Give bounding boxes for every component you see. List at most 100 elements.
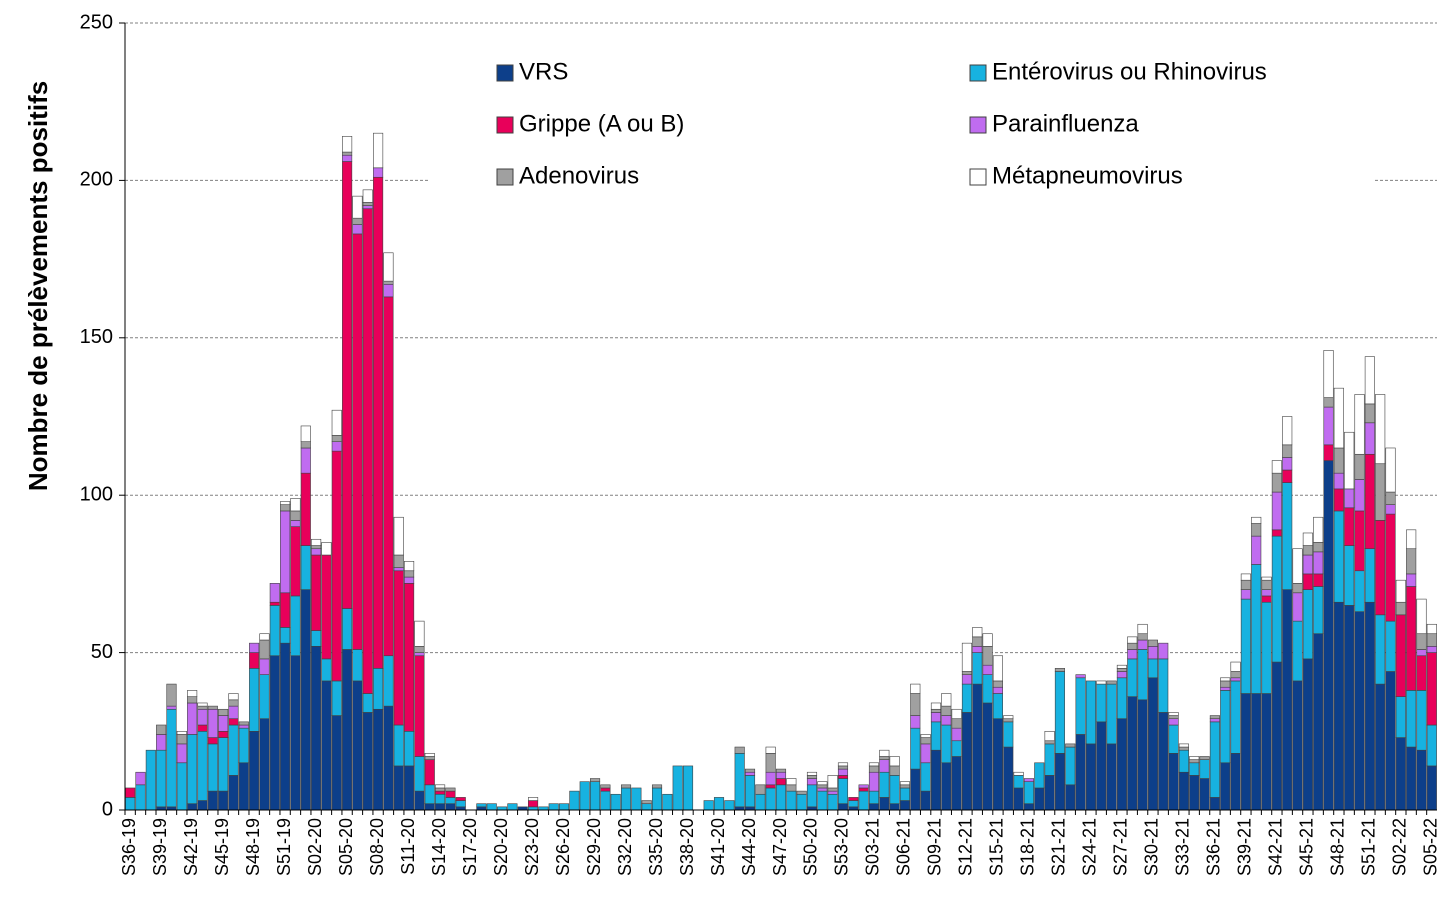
bar-segment — [817, 790, 828, 811]
x-tick-label: S27-21 — [1111, 818, 1131, 876]
bar-segment — [992, 680, 1003, 688]
bar-segment — [755, 784, 766, 795]
bar-segment — [724, 800, 735, 811]
bar-segment — [827, 775, 838, 789]
bar-segment — [713, 797, 725, 811]
bar-segment — [1044, 775, 1055, 811]
bar-segment — [951, 756, 962, 811]
legend-label: Entérovirus ou Rhinovirus — [992, 58, 1267, 85]
bar-segment — [280, 592, 291, 628]
bar-segment — [641, 800, 652, 805]
x-tick-label: S51-19 — [274, 818, 294, 876]
bar-segment — [455, 800, 466, 808]
bar-segment — [1199, 778, 1210, 811]
bar-segment — [1375, 683, 1386, 811]
bar-segment — [1054, 668, 1065, 672]
legend-label: Adenovirus — [519, 162, 639, 189]
bar-segment — [1168, 753, 1179, 811]
bar-segment — [972, 646, 983, 653]
bar-segment — [951, 718, 962, 729]
bar-segment — [1416, 655, 1427, 691]
bar-segment — [311, 545, 322, 550]
bar-segment — [1385, 671, 1396, 811]
bar-segment — [362, 202, 373, 206]
x-tick-label: S21-21 — [1049, 818, 1069, 876]
bar-segment — [218, 737, 229, 792]
bar-segment — [383, 296, 394, 657]
x-tick-label: S17-20 — [460, 818, 480, 876]
x-tick-label: S08-20 — [367, 818, 387, 876]
x-tick-label: S18-21 — [1018, 818, 1038, 876]
bar-segment — [1271, 661, 1282, 811]
bar-segment — [589, 781, 601, 811]
x-tick-label: S48-19 — [243, 818, 263, 876]
bar-segment — [218, 790, 229, 811]
bar-segment — [331, 680, 342, 716]
bar-segment — [1271, 529, 1282, 537]
bar-segment — [868, 790, 880, 805]
bar-segment — [1147, 658, 1158, 679]
bar-segment — [1395, 696, 1406, 738]
bar-segment — [342, 161, 353, 609]
bar-segment — [941, 724, 952, 764]
bar-segment — [920, 734, 931, 738]
bar-segment — [383, 655, 394, 707]
x-tick-label: S09-21 — [925, 818, 945, 876]
bar-segment — [404, 561, 415, 572]
bar-segment — [228, 699, 239, 707]
bar-segment — [269, 605, 280, 657]
bar-segment — [197, 800, 208, 811]
bar-segment — [1240, 579, 1251, 590]
bar-segment — [992, 686, 1003, 694]
bar-segment — [806, 778, 818, 786]
bar-segment — [879, 749, 890, 757]
bar-segment — [837, 778, 849, 805]
bar-segment — [1406, 573, 1417, 587]
bar-segment — [424, 803, 435, 811]
x-tick-label: S39-21 — [1235, 818, 1255, 876]
bar-segment — [982, 664, 993, 675]
bar-segment — [259, 633, 270, 641]
bar-segment — [972, 636, 983, 647]
bar-segment — [331, 715, 342, 811]
bar-segment — [1137, 633, 1148, 641]
bar-segment — [207, 705, 218, 710]
bar-segment — [1116, 677, 1127, 720]
bar-segment — [1313, 586, 1324, 635]
bar-segment — [1261, 693, 1272, 811]
bar-segment — [1261, 589, 1272, 597]
bar-segment — [300, 425, 311, 442]
y-tick-label: 100 — [80, 483, 113, 505]
bar-segment — [889, 765, 900, 776]
x-tick-label: S24-21 — [1080, 818, 1100, 876]
bar-segment — [837, 762, 849, 767]
bar-segment — [703, 800, 714, 811]
x-tick-label: S42-21 — [1266, 818, 1286, 876]
bar-segment — [951, 740, 962, 757]
bar-segment — [620, 784, 632, 789]
bar-segment — [197, 705, 208, 710]
y-tick-label: 0 — [102, 798, 113, 820]
bar-segment — [166, 705, 177, 710]
bar-segment — [280, 504, 291, 512]
bar-segment — [569, 790, 580, 811]
bar-segment — [321, 658, 332, 682]
bar-segment — [775, 768, 787, 773]
bar-segment — [1085, 743, 1096, 811]
bar-segment — [311, 646, 322, 811]
x-tick-label: S06-21 — [894, 818, 914, 876]
bar-segment — [951, 708, 962, 720]
bar-segment — [1406, 529, 1417, 550]
bar-segment — [1395, 737, 1406, 811]
bar-segment — [393, 570, 404, 726]
bar-segment — [992, 655, 1003, 682]
legend-swatch — [496, 116, 514, 134]
bar-segment — [135, 784, 146, 811]
bar-segment — [930, 702, 942, 710]
bar-segment — [383, 280, 394, 285]
bar-segment — [589, 778, 601, 782]
bar-segment — [300, 472, 311, 546]
bar-segment — [528, 797, 539, 801]
bar-segment — [744, 775, 756, 808]
bar-segment — [1302, 573, 1313, 590]
